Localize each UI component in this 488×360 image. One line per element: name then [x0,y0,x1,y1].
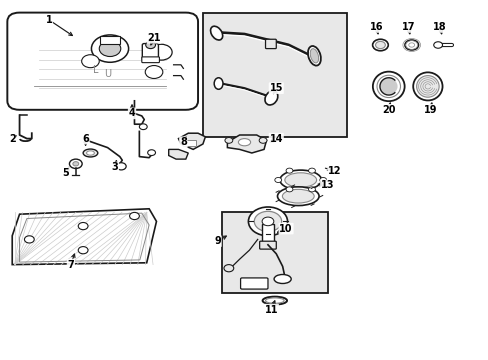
Circle shape [139,124,147,130]
Text: 9: 9 [214,236,221,246]
Ellipse shape [284,173,316,187]
Text: 10: 10 [279,224,292,234]
Circle shape [248,207,287,236]
Circle shape [274,177,281,183]
Text: 13: 13 [320,180,334,190]
Text: 18: 18 [432,22,446,32]
Circle shape [254,211,281,231]
Ellipse shape [416,76,438,97]
Text: 14: 14 [269,134,283,144]
Circle shape [308,187,315,192]
Ellipse shape [210,26,222,40]
Ellipse shape [214,78,223,89]
Ellipse shape [375,41,385,49]
Ellipse shape [307,46,320,66]
FancyBboxPatch shape [259,241,276,249]
Text: U: U [104,69,111,79]
FancyBboxPatch shape [262,224,273,245]
Text: L: L [92,65,98,75]
Circle shape [262,217,273,226]
Ellipse shape [86,151,94,155]
Text: 11: 11 [264,305,278,315]
Text: 1: 1 [45,15,52,25]
Text: 6: 6 [82,134,89,144]
Circle shape [91,35,128,62]
Ellipse shape [372,72,404,101]
Text: 12: 12 [327,166,341,176]
Polygon shape [227,135,266,153]
FancyBboxPatch shape [142,44,158,61]
Circle shape [259,138,266,143]
Ellipse shape [376,75,400,98]
Ellipse shape [265,298,284,303]
Ellipse shape [379,78,397,95]
Circle shape [145,41,155,49]
Ellipse shape [264,91,277,105]
Circle shape [81,55,99,68]
Circle shape [24,236,34,243]
FancyBboxPatch shape [142,57,159,63]
Circle shape [147,150,155,156]
Ellipse shape [282,189,313,203]
Circle shape [224,265,233,272]
Text: 21: 21 [147,33,161,43]
Text: 5: 5 [62,168,69,178]
Circle shape [319,177,326,183]
Circle shape [308,168,315,173]
Circle shape [129,212,139,220]
Polygon shape [178,133,205,149]
FancyBboxPatch shape [100,36,120,44]
FancyBboxPatch shape [7,13,198,110]
Circle shape [116,163,126,170]
Text: 2: 2 [9,134,16,144]
Text: 20: 20 [381,105,395,115]
Circle shape [224,138,232,143]
FancyBboxPatch shape [265,39,276,49]
Text: 17: 17 [401,22,414,32]
Circle shape [99,41,121,57]
Text: 15: 15 [269,83,283,93]
Text: 16: 16 [369,22,383,32]
Bar [222,212,327,293]
Circle shape [69,159,82,168]
Circle shape [150,44,172,60]
Text: 19: 19 [423,105,436,115]
Ellipse shape [277,187,319,206]
Ellipse shape [372,39,387,51]
Circle shape [73,162,79,166]
Polygon shape [168,149,188,159]
Circle shape [285,187,292,192]
Ellipse shape [273,274,290,284]
Circle shape [145,66,163,78]
Text: 3: 3 [111,162,118,172]
Ellipse shape [412,72,442,100]
Circle shape [433,42,442,48]
Ellipse shape [404,40,418,50]
Ellipse shape [309,49,318,63]
Ellipse shape [238,139,250,146]
Bar [183,140,195,146]
Circle shape [285,168,292,173]
Text: 8: 8 [180,137,186,147]
Polygon shape [12,209,156,265]
Ellipse shape [83,149,98,157]
FancyBboxPatch shape [240,278,267,289]
Text: 7: 7 [67,260,74,270]
Circle shape [78,222,88,230]
Ellipse shape [262,297,286,305]
Ellipse shape [279,170,321,190]
Text: 4: 4 [128,108,135,118]
Circle shape [78,247,88,254]
Bar [203,13,346,137]
